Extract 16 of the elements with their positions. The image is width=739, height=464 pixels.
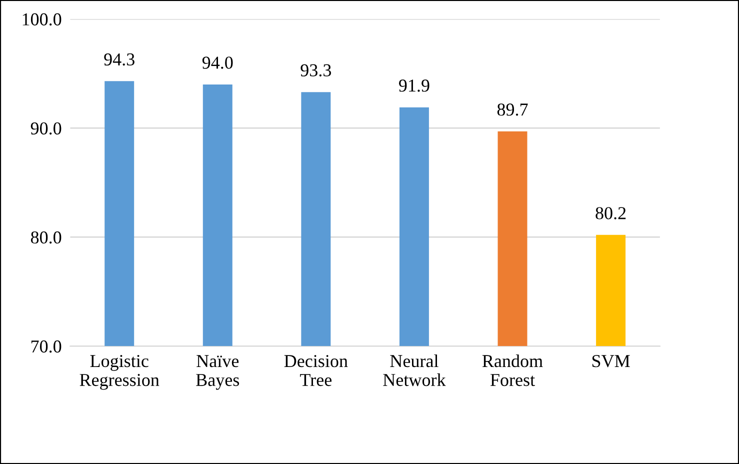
x-tick-label: Decision Tree (284, 355, 348, 386)
x-tick-label: Neural Network (383, 354, 446, 386)
y-tick-label: 80.0 (30, 231, 62, 244)
y-tick-label: 70.0 (31, 340, 62, 353)
data-label: 94.0 (202, 56, 233, 69)
data-label: 80.2 (596, 207, 626, 220)
x-tick-label: Random Forest (482, 354, 543, 386)
x-tick-label: Logistic Regression (80, 355, 160, 390)
data-label: 89.7 (497, 103, 528, 116)
data-label: 93.3 (300, 64, 332, 76)
y-tick-label: 90.0 (30, 122, 62, 135)
x-tick-label: SVM (592, 355, 630, 368)
y-tick-label: 100.0 (22, 13, 62, 26)
x-tick-label: Naïve Bayes (196, 355, 240, 390)
data-label: 94.3 (104, 53, 134, 66)
data-label: 91.9 (398, 80, 430, 92)
